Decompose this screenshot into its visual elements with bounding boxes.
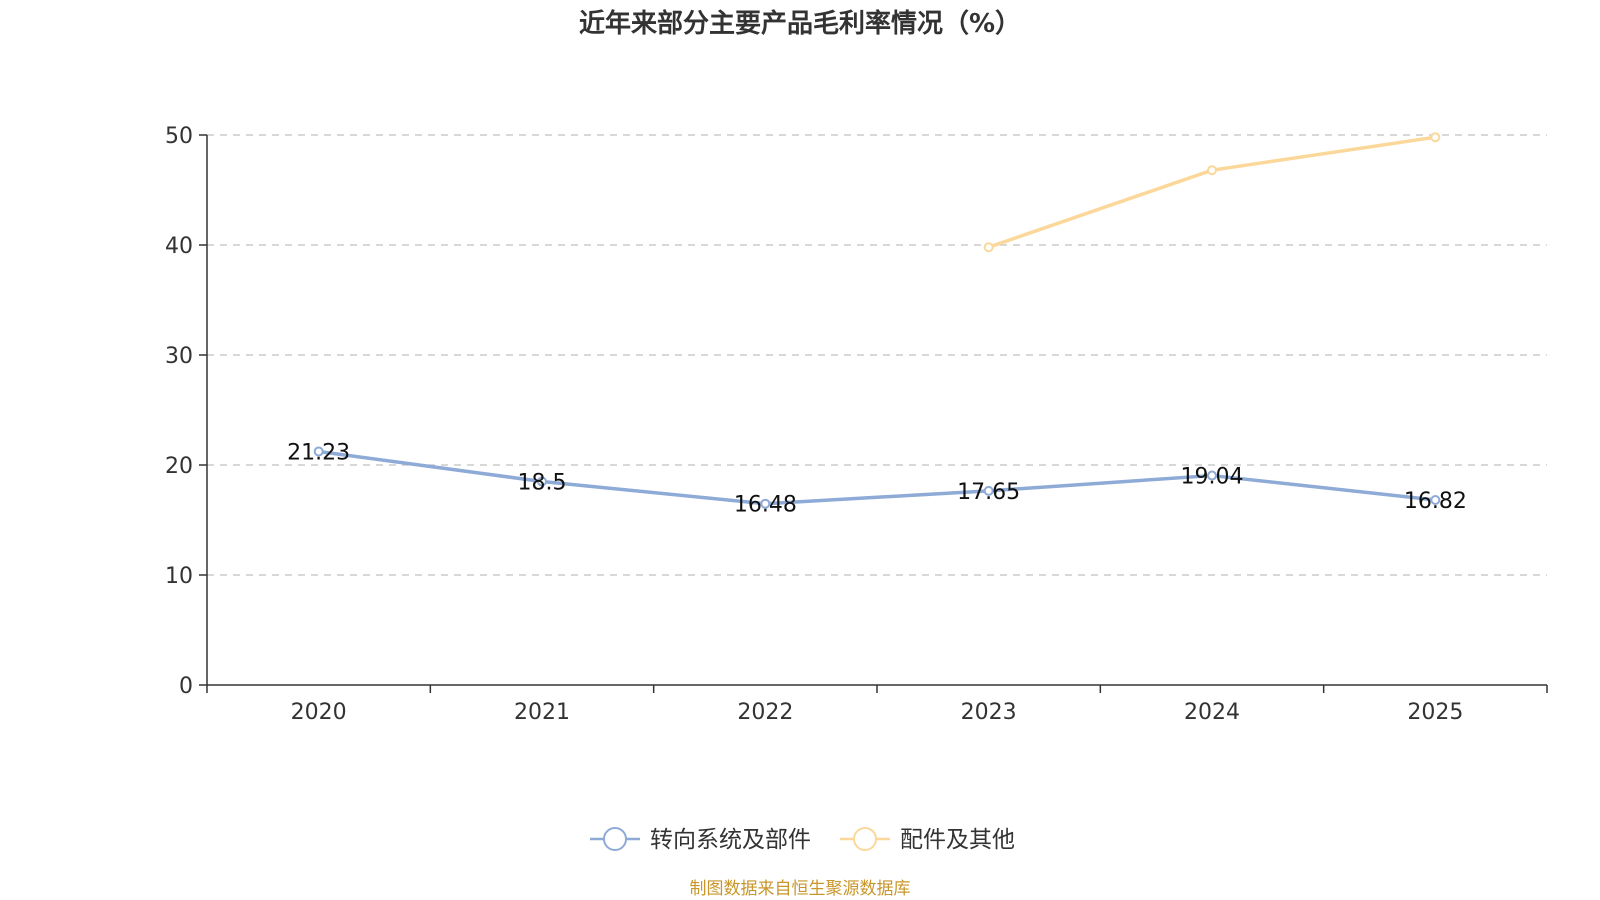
y-tick-label-30: 30 [165,344,193,369]
legend-marker-1 [853,827,877,851]
y-tick-label-10: 10 [165,564,193,589]
data-point-1-2024[interactable] [1207,165,1217,176]
data-label-0-2020: 21.23 [287,440,350,465]
legend-item-1[interactable]: 配件及其他 [840,827,1015,853]
x-tick-label-2025: 2025 [1407,700,1463,725]
source-note: 制图数据来自恒生聚源数据库 [690,879,911,899]
data-point-0-2020[interactable] [313,446,324,457]
x-tick-label-2021: 2021 [514,700,570,725]
data-labels: 21.23 18.5 16.48 17.65 19.04 16.82 [287,440,1467,517]
legend-marker-0 [603,827,627,851]
y-tick-label-0: 0 [179,674,193,699]
chart-title: 近年来部分主要产品毛利率情况（%） [579,8,1021,39]
data-label-0-2022: 16.48 [734,493,797,518]
y-tick-label-20: 20 [165,454,193,479]
x-tick-label-2024: 2024 [1184,700,1240,725]
data-point-0-2021[interactable] [537,476,547,487]
data-point-0-2024[interactable] [1207,470,1217,481]
data-label-0-2021: 18.5 [518,471,567,496]
data-label-0-2024: 19.04 [1181,465,1244,490]
axes: 0 10 20 30 40 50 2020 2021 2022 2023 2024 2025 [165,124,1548,725]
data-label-0-2023: 17.65 [957,480,1020,505]
data-point-0-2023[interactable] [983,485,994,496]
x-tick-label-2020: 2020 [291,700,347,725]
legend[interactable]: 转向系统及部件 配件及其他 [590,827,1015,853]
legend-item-0[interactable]: 转向系统及部件 [590,827,811,853]
data-point-1-2023[interactable] [983,242,994,253]
data-point-0-2022[interactable] [760,498,771,509]
x-tick-label-2023: 2023 [961,700,1017,725]
grid-lines [207,134,1547,576]
y-tick-label-50: 50 [165,124,193,149]
series-line-0 [318,449,1436,506]
x-tick-label-2022: 2022 [737,700,793,725]
legend-label-0: 转向系统及部件 [650,827,811,853]
data-point-0-2025[interactable] [1430,494,1441,505]
series-line-1 [988,135,1436,249]
legend-label-1: 配件及其他 [900,827,1015,853]
y-tick-label-40: 40 [165,234,193,259]
data-label-0-2025: 16.82 [1404,489,1467,514]
data-point-1-2025[interactable] [1430,132,1441,143]
series-group [313,132,1441,509]
